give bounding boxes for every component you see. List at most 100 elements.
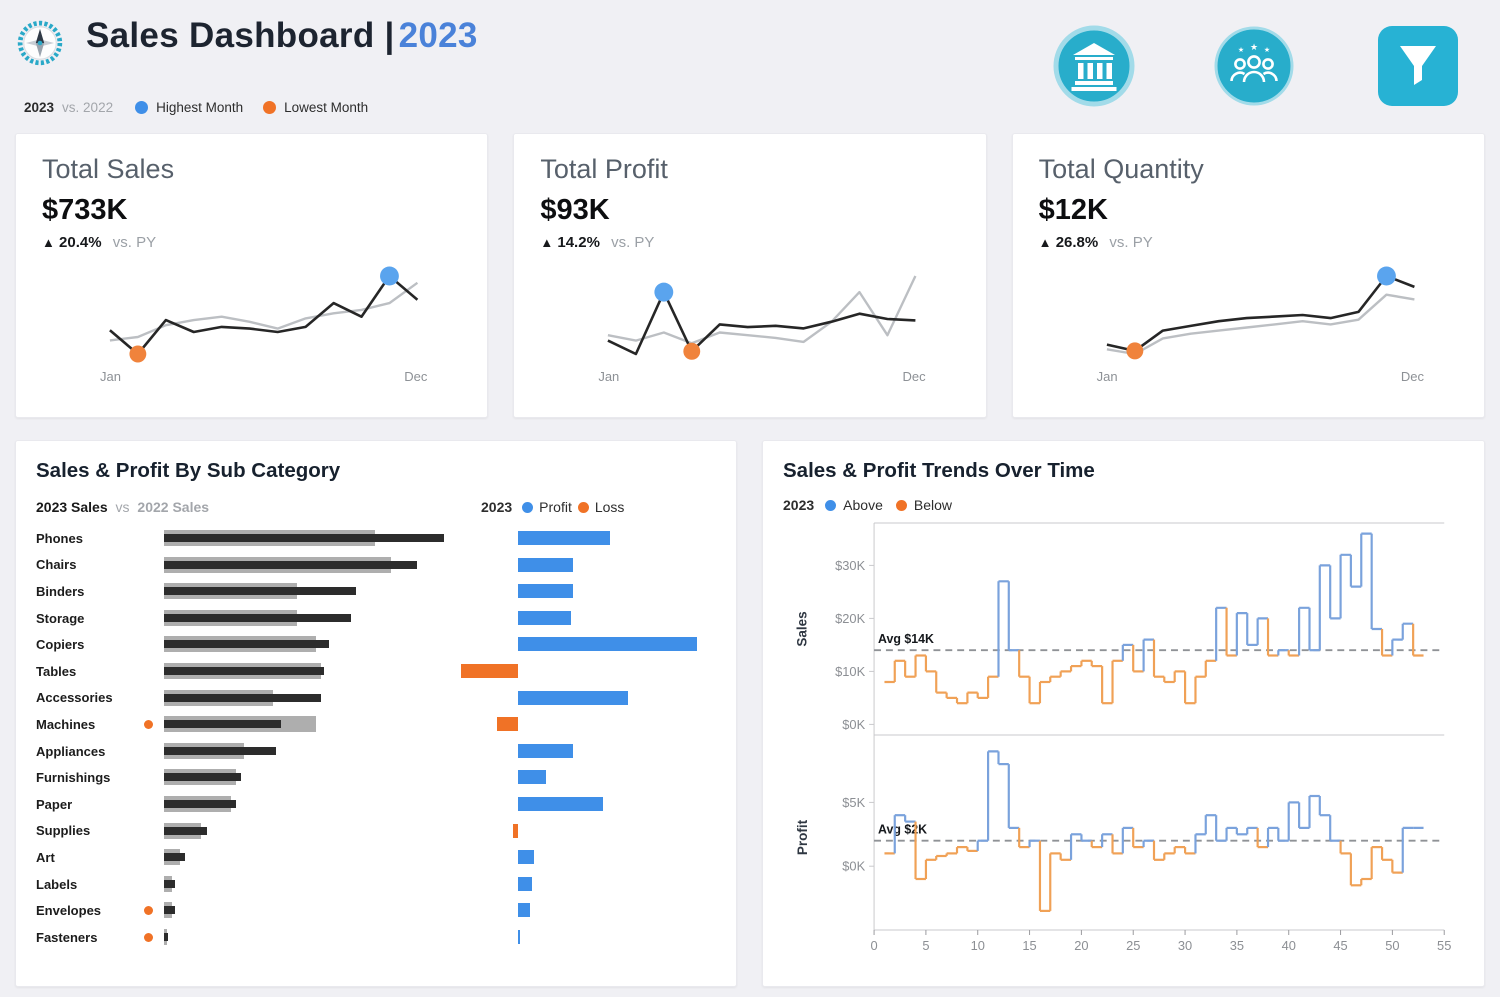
kpi-value: $733K — [42, 194, 128, 226]
sales-2023-bar[interactable] — [164, 640, 330, 649]
sales-bars[interactable] — [164, 738, 444, 765]
subcategory-row[interactable]: Accessories — [36, 685, 716, 712]
profit-bar-cell[interactable] — [456, 658, 706, 685]
bank-icon-button[interactable] — [1052, 24, 1136, 108]
sales-2023-bar[interactable] — [164, 560, 418, 569]
sales-bars[interactable] — [164, 764, 444, 791]
profit-bar[interactable] — [518, 796, 604, 811]
profit-bar-cell[interactable] — [456, 578, 706, 605]
svg-text:35: 35 — [1230, 938, 1244, 953]
sales-bars[interactable] — [164, 791, 444, 818]
subcategory-row[interactable]: Art — [36, 844, 716, 871]
profit-bar-cell[interactable] — [456, 764, 706, 791]
sales-profit-trend-chart[interactable]: $0K $10K $20K $30K Avg $14K Sales $0K $5K Avg $2… — [783, 517, 1466, 962]
profit-bar-cell[interactable] — [456, 738, 706, 765]
sales-bars[interactable] — [164, 844, 444, 871]
subcategory-row[interactable]: Machines — [36, 711, 716, 738]
profit-bar-cell[interactable] — [456, 844, 706, 871]
profit-bar-cell[interactable] — [456, 871, 706, 898]
profit-bar-cell[interactable] — [456, 711, 706, 738]
profit-bar-cell[interactable] — [456, 897, 706, 924]
sales-bars[interactable] — [164, 578, 444, 605]
trends-card: Sales & Profit Trends Over Time 2023 Abo… — [762, 440, 1485, 987]
subcategory-row[interactable]: Binders — [36, 578, 716, 605]
sales-2023-bar[interactable] — [164, 693, 322, 702]
sales-2023-bar[interactable] — [164, 879, 175, 888]
sales-2023-bar[interactable] — [164, 613, 351, 622]
sparkline-x-axis: Jan Dec — [598, 369, 925, 384]
profit-bar[interactable] — [518, 929, 520, 944]
sales-bars[interactable] — [164, 924, 444, 951]
sales-bars[interactable] — [164, 631, 444, 658]
sales-2023-bar[interactable] — [164, 587, 356, 596]
loss-bar[interactable] — [497, 717, 518, 732]
people-icon-button[interactable]: ★ ★ ★ — [1212, 24, 1296, 108]
subcategory-label: Furnishings — [36, 770, 111, 786]
profit-bar-cell[interactable] — [456, 631, 706, 658]
sales-2023-bar[interactable] — [164, 534, 444, 542]
header-legend: 2023 vs. 2022 Highest Month Lowest Month — [24, 100, 368, 115]
subcategory-row[interactable]: Phones — [36, 525, 716, 552]
delta-note: vs. PY — [611, 234, 655, 251]
title-year: 2023 — [398, 16, 478, 55]
loss-bar[interactable] — [460, 663, 518, 678]
delta-percent: 20.4% — [59, 234, 102, 251]
profit-bar-cell[interactable] — [456, 552, 706, 579]
profit-bar[interactable] — [518, 903, 530, 918]
subcategory-row[interactable]: Tables — [36, 658, 716, 685]
profit-bar[interactable] — [518, 584, 574, 599]
sales-2023-bar[interactable] — [164, 773, 242, 782]
sales-2023-bar[interactable] — [164, 720, 282, 729]
sales-bars[interactable] — [164, 711, 444, 738]
sales-bars[interactable] — [164, 525, 444, 552]
total-quantity-sparkline-chart[interactable] — [1097, 263, 1424, 367]
sales-2023-bar[interactable] — [164, 826, 207, 835]
profit-bar[interactable] — [518, 876, 532, 891]
subcategory-row[interactable]: Envelopes — [36, 897, 716, 924]
profit-bar-cell[interactable] — [456, 924, 706, 951]
subcategory-row[interactable]: Paper — [36, 791, 716, 818]
total-profit-sparkline-chart[interactable] — [598, 263, 925, 367]
loss-marker-dot-icon — [144, 906, 153, 916]
subcategory-row[interactable]: Copiers — [36, 631, 716, 658]
profit-bar[interactable] — [518, 637, 698, 652]
profit-bar[interactable] — [518, 743, 574, 758]
profit-bar[interactable] — [518, 610, 571, 625]
sales-bars[interactable] — [164, 818, 444, 845]
subcategory-row[interactable]: Storage — [36, 605, 716, 632]
filter-icon-button[interactable] — [1376, 24, 1460, 108]
sales-bars[interactable] — [164, 552, 444, 579]
kpi-card-total-sales: Total Sales $733K ▲ 20.4% vs. PY Jan Dec — [15, 133, 489, 418]
subcategory-row[interactable]: Chairs — [36, 552, 716, 579]
sales-bars[interactable] — [164, 685, 444, 712]
profit-bar-cell[interactable] — [456, 525, 706, 552]
sales-2023-bar[interactable] — [164, 853, 186, 862]
profit-bar[interactable] — [518, 770, 546, 785]
profit-bar-cell[interactable] — [456, 605, 706, 632]
profit-bar-cell[interactable] — [456, 685, 706, 712]
sales-2023-bar[interactable] — [164, 799, 236, 808]
sales-2023-bar[interactable] — [164, 666, 324, 675]
subcategory-row[interactable]: Appliances — [36, 738, 716, 765]
sales-2023-bar[interactable] — [164, 906, 175, 915]
subcategory-row[interactable]: Fasteners — [36, 924, 716, 951]
profit-bar-cell[interactable] — [456, 791, 706, 818]
profit-bar-cell[interactable] — [456, 818, 706, 845]
sales-bars[interactable] — [164, 897, 444, 924]
profit-bar[interactable] — [518, 531, 610, 545]
subcategory-row[interactable]: Labels — [36, 871, 716, 898]
sales-2023-bar[interactable] — [164, 746, 276, 755]
profit-bar[interactable] — [518, 557, 574, 572]
sales-2023-bar[interactable] — [164, 932, 168, 941]
total-sales-sparkline-chart[interactable] — [100, 263, 427, 367]
profit-bar[interactable] — [518, 690, 629, 705]
sales-bars[interactable] — [164, 871, 444, 898]
sales-bars[interactable] — [164, 605, 444, 632]
sales-bars[interactable] — [164, 658, 444, 685]
profit-loss-legend: 2023 Profit Loss — [481, 499, 624, 515]
kpi-title: Total Quantity — [1038, 154, 1204, 184]
subcategory-row[interactable]: Furnishings — [36, 764, 716, 791]
profit-bar[interactable] — [518, 850, 535, 865]
loss-bar[interactable] — [513, 823, 518, 838]
subcategory-row[interactable]: Supplies — [36, 818, 716, 845]
